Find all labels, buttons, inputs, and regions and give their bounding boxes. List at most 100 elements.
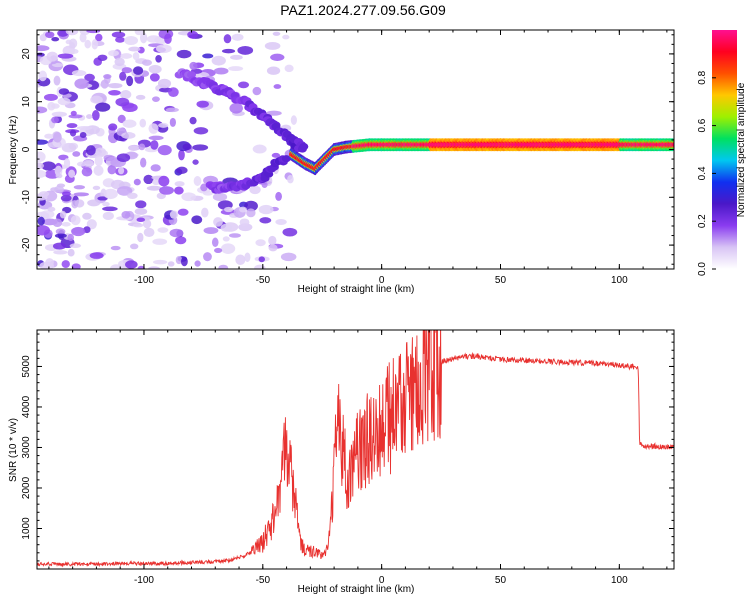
spectrogram-noise-blob <box>175 255 183 265</box>
spectrogram-noise-blob <box>189 116 197 125</box>
spectrogram-noise-blob <box>127 192 138 199</box>
spectrogram-noise-blob <box>152 96 160 102</box>
spectrogram-noise-blob <box>221 48 236 54</box>
spectrogram-noise-blob <box>37 151 46 163</box>
spectrogram-noise-blob <box>223 34 232 44</box>
spectrogram-noise-blob <box>43 93 58 101</box>
spectrogram-noise-blob <box>95 33 103 42</box>
spectrogram-noise-blob <box>191 215 203 225</box>
spectrogram-noise-blob <box>146 35 161 43</box>
spectrogram-noise-blob <box>158 175 170 187</box>
spectrogram-noise-blob <box>143 227 155 238</box>
spectrogram-noise-blob <box>139 32 148 44</box>
spectrogram-noise-blob <box>228 233 241 238</box>
spectrogram-noise-blob <box>51 111 67 117</box>
spectrogram-noise-blob <box>177 208 189 216</box>
spectrogram-noise-blob <box>44 133 54 139</box>
spectrogram-noise-blob <box>135 94 146 100</box>
spectrogram-noise-blob <box>193 175 202 186</box>
spectrogram-noise-blob <box>38 70 48 82</box>
spectrogram-noise-blob <box>71 263 81 269</box>
spectrogram-noise-blob <box>141 59 152 66</box>
spectrogram-noise-blob <box>120 90 132 100</box>
spectrogram-noise-blob <box>150 140 159 150</box>
spectrogram-noise-blob <box>167 261 175 267</box>
spectrogram-noise-blob <box>220 243 236 254</box>
spectrogram-noise-blob <box>220 223 233 232</box>
spectrogram-noise-blob <box>153 259 168 265</box>
spectrogram-noise-blob <box>72 151 81 157</box>
spectrogram-noise-blob <box>68 169 76 178</box>
spectrogram-noise-blob <box>244 252 251 263</box>
spectrogram-noise-blob <box>178 149 185 161</box>
spectrogram-noise-blob <box>246 208 256 218</box>
spectrogram-lower-branch <box>281 155 291 163</box>
spectrogram-noise-blob <box>214 247 223 254</box>
snr-x-axis-label: Height of straight line (km) <box>298 584 415 595</box>
spectrogram-noise-blob <box>284 64 294 73</box>
spectrogram-noise-blob <box>132 223 144 228</box>
spectrogram-noise-blob <box>92 185 101 191</box>
spectrogram-noise-blob <box>61 142 77 153</box>
spectrogram-noise-blob <box>107 82 123 89</box>
spectrogram-noise-blob <box>259 217 272 224</box>
spectrogram-noise-blob <box>261 181 268 189</box>
spectrogram-x-axis-label: Height of straight line (km) <box>298 284 415 295</box>
spectrogram-noise-blob <box>71 226 86 237</box>
spectrogram-noise-blob <box>222 236 230 242</box>
colorbar-tick-label: 0.6 <box>697 118 708 132</box>
spectrogram-noise-blob <box>37 162 45 170</box>
spectrogram-noise-blob <box>37 106 48 114</box>
spectrogram-noise-blob <box>121 67 133 74</box>
spectrogram-noise-blob <box>37 169 47 178</box>
spectrogram-noise-blob <box>92 110 100 121</box>
spectrogram-noise-blob <box>103 74 112 79</box>
spectrogram-noise-blob <box>70 110 77 116</box>
spectrogram-noise-blob <box>258 256 265 263</box>
spectrogram-x-tick-label: 0 <box>379 275 385 286</box>
spectrogram-noise-blob <box>97 54 108 61</box>
spectrogram-noise-blob <box>52 62 64 68</box>
spectrogram-upper-branch <box>299 142 309 151</box>
spectrogram-noise-blob <box>239 206 247 213</box>
spectrogram-noise-blob <box>148 266 161 269</box>
spectrogram-noise-blob <box>249 185 261 195</box>
spectrogram-noise-blob <box>237 81 250 89</box>
spectrogram-noise-blob <box>71 200 79 209</box>
spectrogram-noise-blob <box>254 264 266 269</box>
colorbar: 0.0 0.2 0.4 0.6 0.8 Normalized spectral ampl… <box>697 30 747 276</box>
spectrogram-noise-blob <box>108 90 121 96</box>
spectrogram-noise-blob <box>79 131 87 139</box>
spectrogram-noise-blob <box>193 127 209 135</box>
spectrogram-noise-blob <box>125 260 138 269</box>
spectrogram-noise-blob <box>282 34 290 40</box>
spectrogram-noise-blob <box>37 139 49 145</box>
spectrogram-noise-blob <box>201 207 209 218</box>
snr-y-tick-label: 3000 <box>21 436 32 459</box>
spectrogram-noise-blob <box>84 39 92 49</box>
spectrogram-noise-blob <box>169 228 184 238</box>
spectrogram-noise-blob <box>252 86 262 96</box>
spectrogram-noise-blob <box>37 216 45 226</box>
spectrogram-noise-blob <box>116 186 133 196</box>
spectrogram-noise-blob <box>97 196 108 201</box>
spectrogram-noise-blob <box>121 132 136 139</box>
spectrogram-noise-blob <box>273 84 282 89</box>
snr-series-line <box>37 330 674 568</box>
spectrogram-noise-blob <box>187 30 199 39</box>
snr-y-tick-label: 5000 <box>21 355 32 378</box>
spectrogram-noise-blob <box>57 53 74 59</box>
spectrogram-noise-blob <box>47 101 56 111</box>
snr-x-tick-label: 0 <box>379 575 385 586</box>
snr-y-ticks: 1000 2000 3000 4000 5000 <box>21 333 674 570</box>
spectrogram-y-tick-label: 0 <box>21 146 32 152</box>
spectrogram-x-tick-label: -50 <box>256 275 271 286</box>
spectrogram-noise-blob <box>62 191 71 197</box>
spectrogram-noise-blob <box>76 126 93 131</box>
spectrogram-noise-blob <box>54 233 67 239</box>
spectrogram-noise-blob <box>137 232 144 243</box>
spectrogram-noise-blob <box>202 53 214 59</box>
spectrogram-noise-blob <box>169 117 176 127</box>
spectrogram-noise-blob <box>211 55 226 66</box>
spectrogram-noise-blob <box>100 79 109 89</box>
